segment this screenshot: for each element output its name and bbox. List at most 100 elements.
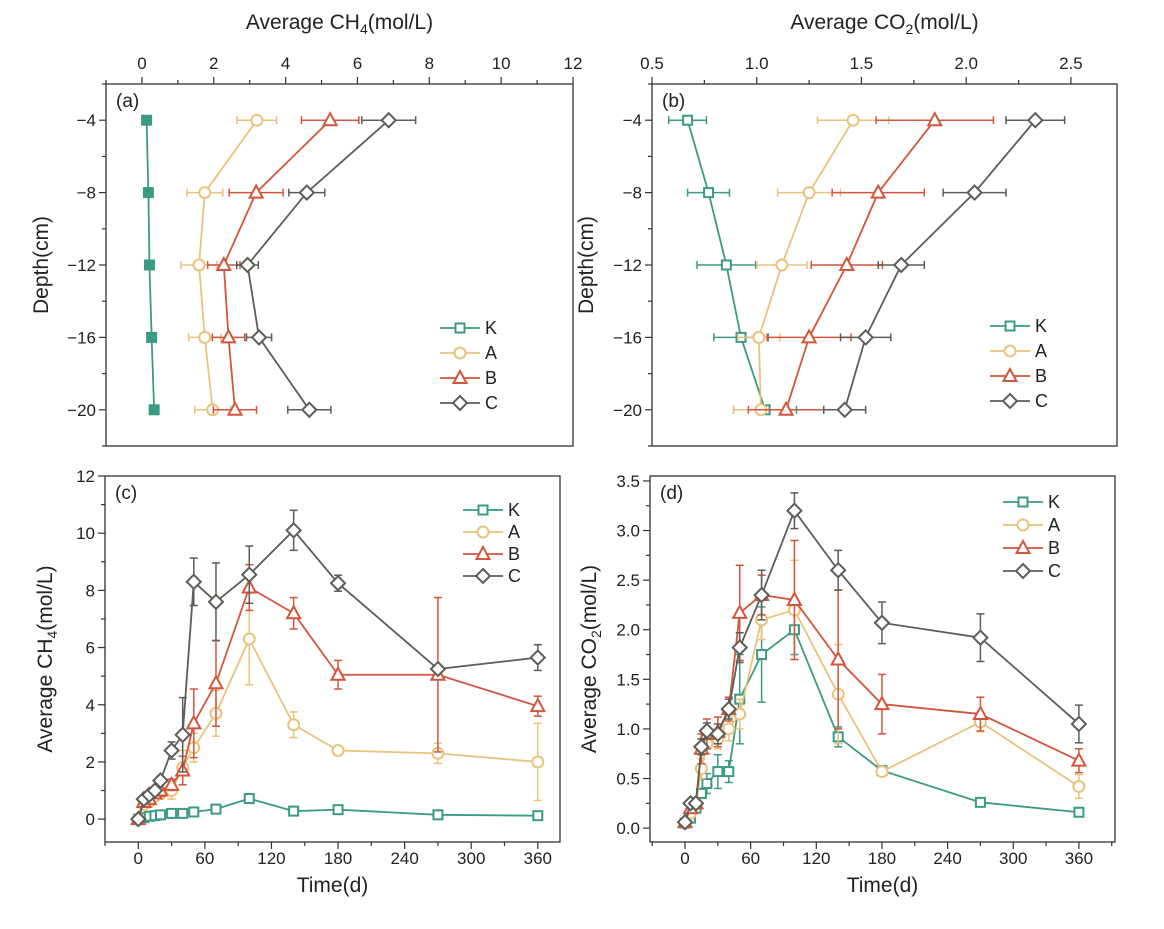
- data-point-K: [142, 187, 154, 199]
- x-tick-label: 12: [564, 54, 583, 73]
- data-point-K: [154, 809, 166, 821]
- data-point-K: [188, 806, 200, 818]
- y-tick-label: 12: [76, 467, 95, 486]
- legend-label-A: A: [1035, 341, 1047, 361]
- data-point-C: [129, 810, 147, 828]
- series-A: [180, 113, 278, 417]
- y-tick-label: −20: [67, 401, 96, 420]
- x-tick-label: 180: [324, 849, 352, 868]
- x-tick-label: 2.5: [1059, 54, 1083, 73]
- data-point-C: [298, 184, 316, 202]
- y-tick-label: 2.5: [616, 571, 640, 590]
- data-point-K: [682, 114, 694, 126]
- data-point-C: [285, 521, 303, 539]
- data-point-C: [300, 401, 318, 419]
- data-point-K: [1073, 806, 1085, 818]
- y-axis-title-subscript: 2: [588, 630, 604, 638]
- data-point-C: [829, 561, 847, 579]
- data-point-C: [240, 566, 258, 584]
- x-tick-label: 1.5: [850, 54, 874, 73]
- data-point-A: [846, 113, 860, 127]
- legend-marker-C: [1014, 562, 1032, 580]
- panel-d: 0 60 120 180 240 300 360 0.0 0.5 1.0 1.5 2.0 2.5 3.0 3…: [578, 472, 1116, 897]
- data-point-A: [802, 186, 816, 200]
- y-tick-label: −16: [67, 328, 96, 347]
- data-point-C: [146, 782, 164, 799]
- data-point-C: [786, 502, 803, 520]
- legend-marker-K: [454, 322, 466, 334]
- x-axis-title: Average CH4(mol/L): [246, 11, 433, 37]
- legend-label-K: K: [1035, 316, 1047, 336]
- data-point-B: [830, 650, 847, 666]
- x-axis-title-unit: (mol/L): [368, 11, 433, 34]
- y-axis-title-text: Average CO: [578, 638, 601, 753]
- y-axis-title: Average CH4(mol/L): [34, 565, 60, 752]
- data-point-K: [701, 777, 713, 789]
- x-tick-label: 8: [425, 54, 434, 73]
- data-point-A: [1072, 779, 1086, 793]
- data-point-B: [777, 400, 795, 416]
- y-tick-label: 0: [86, 810, 95, 829]
- x-tick-label: 180: [868, 849, 896, 868]
- series-line: [137, 586, 539, 820]
- data-point-A: [250, 113, 264, 127]
- plot-frame: [104, 475, 561, 843]
- data-point-C: [676, 813, 694, 831]
- x-axis-title-text: Average CH: [246, 11, 360, 34]
- data-point-C: [687, 794, 705, 812]
- series-line: [246, 119, 390, 411]
- data-point-K: [143, 259, 155, 271]
- legend-marker-C: [474, 567, 492, 585]
- data-point-C: [152, 772, 169, 789]
- legend-marker-A: [453, 346, 467, 360]
- data-point-A: [287, 718, 301, 732]
- legend-label-B: B: [485, 368, 497, 388]
- data-point-B: [926, 111, 943, 127]
- y-axis-title: Depth(cm): [575, 216, 598, 314]
- legend-marker-B: [1014, 538, 1032, 554]
- x-axis-title-subscript: 4: [360, 21, 368, 37]
- series-C: [236, 111, 417, 419]
- data-point-K: [243, 793, 255, 805]
- y-tick-label: 1.0: [616, 720, 640, 739]
- series-line: [684, 508, 1080, 823]
- data-point-K: [703, 187, 715, 199]
- data-point-C: [892, 256, 910, 274]
- x-tick-label: 300: [457, 849, 485, 868]
- data-point-C: [873, 614, 891, 632]
- data-point-C: [329, 574, 347, 592]
- data-point-C: [966, 184, 983, 202]
- data-point-K: [756, 649, 768, 661]
- legend-label-K: K: [1048, 492, 1060, 512]
- x-axis-title-text: Time(d): [847, 874, 919, 897]
- data-point-K: [146, 331, 158, 343]
- data-point-A: [775, 258, 789, 272]
- legend-marker-B: [451, 368, 469, 384]
- data-point-C: [1026, 111, 1044, 129]
- y-tick-label: 10: [76, 524, 95, 543]
- y-tick-label: 4: [86, 696, 95, 715]
- legend-marker-C: [451, 394, 469, 412]
- data-point-A: [331, 744, 345, 757]
- series-K: [132, 793, 544, 825]
- y-tick-label: 3.5: [616, 472, 640, 491]
- x-axis-title-text: Time(d): [297, 874, 369, 897]
- y-tick-label: −16: [613, 328, 642, 347]
- x-tick-label: 120: [257, 849, 285, 868]
- y-tick-label: 3.0: [616, 522, 640, 541]
- data-point-A: [242, 632, 256, 646]
- y-axis-title: Average CO2(mol/L): [578, 565, 604, 753]
- y-tick-label: −12: [613, 256, 642, 275]
- legend-marker-B: [1001, 366, 1019, 382]
- data-point-B: [786, 590, 803, 606]
- data-point-B: [1070, 751, 1088, 767]
- y-tick-label: 6: [86, 639, 95, 658]
- y-tick-label: 0.5: [616, 770, 640, 789]
- x-tick-label: 0: [680, 849, 689, 868]
- legend-marker-A: [1003, 344, 1017, 358]
- legend-marker-K: [477, 504, 489, 516]
- data-point-B: [207, 674, 225, 690]
- x-tick-label: 4: [281, 54, 290, 73]
